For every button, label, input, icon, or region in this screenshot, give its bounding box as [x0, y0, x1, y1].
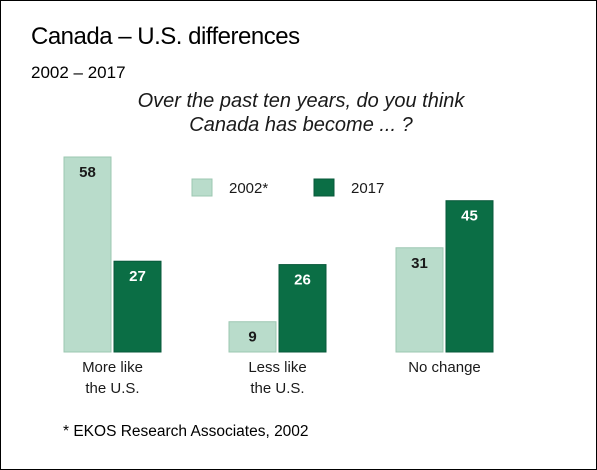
chart-subtitle: 2002 – 2017	[31, 63, 126, 82]
data-label: 31	[411, 255, 428, 272]
legend-label: 2017	[351, 180, 384, 197]
category-label: the U.S.	[250, 380, 304, 397]
chart-title: Canada – U.S. differences	[31, 23, 300, 50]
category-label: the U.S.	[85, 380, 139, 397]
source-footnote: * EKOS Research Associates, 2002	[63, 423, 309, 440]
bar-2002-1	[228, 321, 277, 353]
data-label: 45	[461, 208, 478, 225]
bar-2017-1	[278, 264, 327, 353]
data-label: 27	[129, 268, 146, 285]
category-label: No change	[408, 359, 481, 376]
bar-2002-0	[63, 156, 112, 353]
legend-label: 2002*	[229, 180, 268, 197]
category-label: More like	[82, 359, 143, 376]
legend-swatch-2002	[191, 178, 213, 197]
data-label: 26	[294, 272, 311, 289]
data-label: 58	[79, 164, 96, 181]
bar-2017-2	[445, 200, 494, 353]
bar-2002-2	[395, 247, 444, 353]
data-label: 9	[248, 329, 256, 346]
survey-question: Over the past ten years, do you think Ca…	[137, 90, 465, 136]
legend-swatch-2017	[313, 178, 335, 197]
category-label: Less like	[248, 359, 306, 376]
bar-2017-0	[113, 260, 162, 353]
